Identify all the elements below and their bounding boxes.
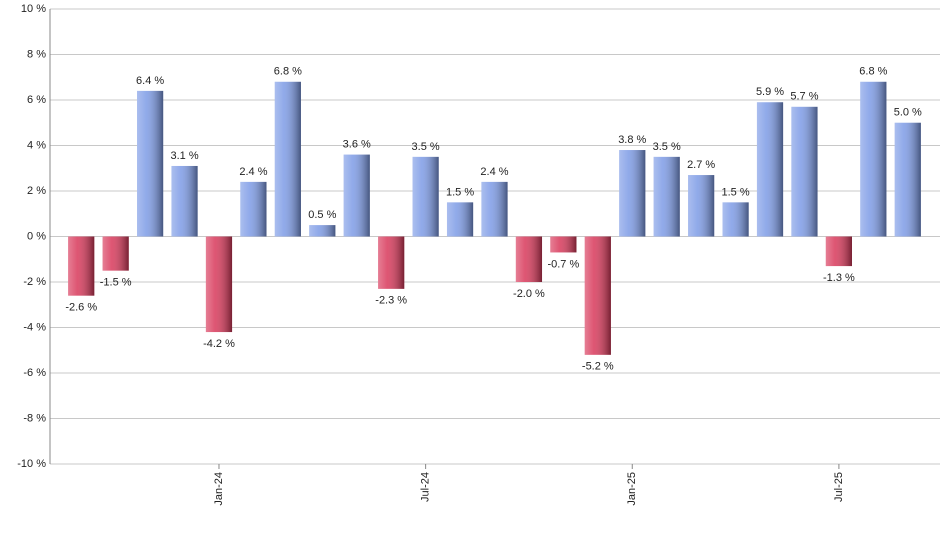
value-label: 5.7 %: [790, 91, 818, 103]
bar-shade: [653, 156, 680, 237]
value-label: -1.5 %: [100, 277, 132, 289]
bar-shade: [722, 202, 749, 237]
bar-shade: [240, 181, 267, 237]
y-tick-label: 4 %: [27, 139, 46, 151]
bar-shade: [481, 181, 508, 237]
x-tick-label: Jan-25: [626, 472, 638, 506]
value-label: -2.6 %: [65, 302, 97, 314]
value-label: 6.8 %: [859, 66, 887, 78]
bar-shade: [584, 236, 611, 355]
y-tick-label: 10 %: [21, 3, 46, 15]
y-tick-label: 2 %: [27, 185, 46, 197]
y-tick-label: -2 %: [23, 276, 46, 288]
bar-shade: [688, 175, 715, 237]
bar-shade: [446, 202, 474, 237]
x-tick-label: Jan-24: [213, 472, 225, 506]
y-tick-label: 0 %: [27, 230, 46, 242]
bar-shade: [825, 236, 852, 267]
y-tick-label: 6 %: [27, 94, 46, 106]
bar-shade: [619, 150, 646, 237]
value-label: 2.7 %: [687, 159, 715, 171]
value-label: 6.4 %: [136, 75, 164, 87]
bar-shade: [309, 225, 336, 237]
bar-shade: [274, 81, 301, 237]
bar-shade: [378, 236, 405, 289]
y-tick-label: 8 %: [27, 48, 46, 60]
bar-shade: [550, 236, 577, 253]
value-label: -1.3 %: [823, 272, 855, 284]
y-tick-label: -8 %: [23, 412, 46, 424]
value-label: 3.8 %: [618, 134, 646, 146]
y-tick-label: -6 %: [23, 367, 46, 379]
value-label: 1.5 %: [722, 186, 750, 198]
value-label: 5.9 %: [756, 86, 784, 98]
bar-shade: [171, 165, 198, 237]
value-label: -2.3 %: [375, 295, 407, 307]
value-label: 3.6 %: [343, 139, 371, 151]
bar-shade: [68, 236, 95, 296]
bar-shade: [860, 81, 887, 237]
value-label: 5.0 %: [894, 107, 922, 119]
bar-shade: [515, 236, 543, 282]
bar-shade: [343, 154, 370, 237]
x-tick-label: Jul-25: [833, 472, 845, 502]
value-label: 0.5 %: [308, 209, 336, 221]
bar-shade: [756, 102, 784, 237]
value-label: -0.7 %: [547, 258, 579, 270]
value-label: -5.2 %: [582, 361, 614, 373]
value-label: 3.5 %: [412, 141, 440, 153]
value-label: 6.8 %: [274, 66, 302, 78]
value-label: 1.5 %: [446, 186, 474, 198]
y-tick-label: -10 %: [17, 458, 46, 470]
bar-shade: [791, 106, 818, 237]
value-label: 2.4 %: [239, 166, 267, 178]
value-label: -4.2 %: [203, 338, 235, 350]
bar-shade: [102, 236, 129, 271]
x-tick-label: Jul-24: [420, 472, 432, 502]
value-label: 2.4 %: [480, 166, 508, 178]
bar-shade: [894, 122, 921, 237]
value-label: 3.1 %: [170, 150, 198, 162]
value-label: -2.0 %: [513, 288, 545, 300]
bar-shade: [412, 156, 439, 237]
value-label: 3.5 %: [653, 141, 681, 153]
y-tick-label: -4 %: [23, 321, 46, 333]
bar-shade: [205, 236, 233, 333]
bar-shade: [137, 90, 164, 237]
